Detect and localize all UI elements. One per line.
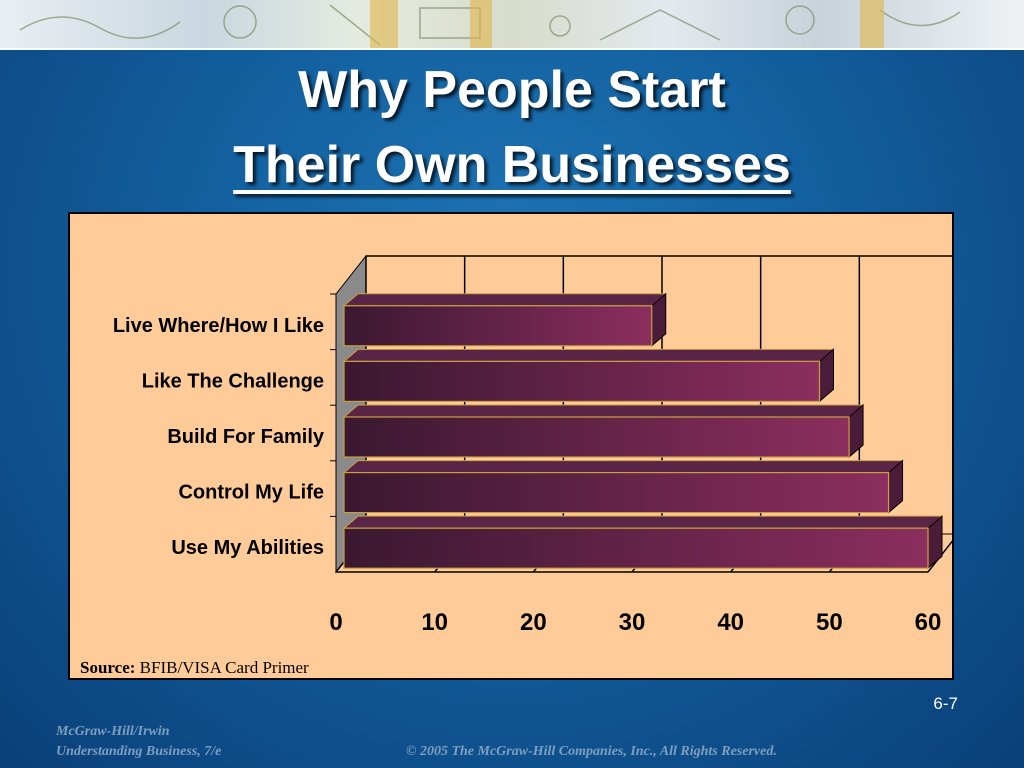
bar-top-1 [342,348,835,362]
bar-4 [343,527,929,569]
bar-3 [343,471,890,514]
category-label-3: Control My Life [178,482,324,504]
bar-chart: Live Where/How I Like Like The Challenge B… [113,254,952,636]
x-tick-label-50: 50 [816,609,843,636]
category-label-2: Build For Family [167,426,325,448]
source-label: Source: [80,658,136,677]
bar-2 [343,416,850,458]
page-number: 6-7 [933,694,958,713]
chart-source: Source: BFIB/VISA Card Primer [80,658,309,678]
source-text: BFIB/VISA Card Primer [139,658,309,677]
footer-publisher: McGraw-Hill/Irwin [56,724,170,739]
banner-artwork [19,0,961,48]
category-label-1: Like The Challenge [142,370,324,392]
category-label-4: Use My Abilities [171,537,324,559]
x-tick-label-30: 30 [619,609,646,636]
x-tick-label-10: 10 [421,609,448,636]
category-label-0: Live Where/How I Like [113,315,324,337]
footer-copyright: © 2005 The McGraw-Hill Companies, Inc., … [406,744,777,759]
floor-gridline-60 [927,540,952,573]
x-tick-label-20: 20 [520,609,547,636]
bar-top-3 [342,460,904,474]
title-line-2: Their Own Businesses [233,136,791,194]
bar-top-2 [342,404,865,418]
x-tick-label-0: 0 [329,609,342,636]
x-tick-label-60: 60 [915,609,942,636]
bar-1 [343,360,821,403]
header-banner [0,0,1024,50]
chart-container: Live Where/How I Like Like The Challenge B… [68,212,954,680]
bar-0 [343,305,653,347]
footer-book: Understanding Business, 7/e [56,744,222,759]
bar-top-0 [342,293,668,307]
x-tick-label-40: 40 [717,609,744,636]
title-line-1: Why People Start [298,61,726,119]
bar-top-4 [342,515,944,529]
